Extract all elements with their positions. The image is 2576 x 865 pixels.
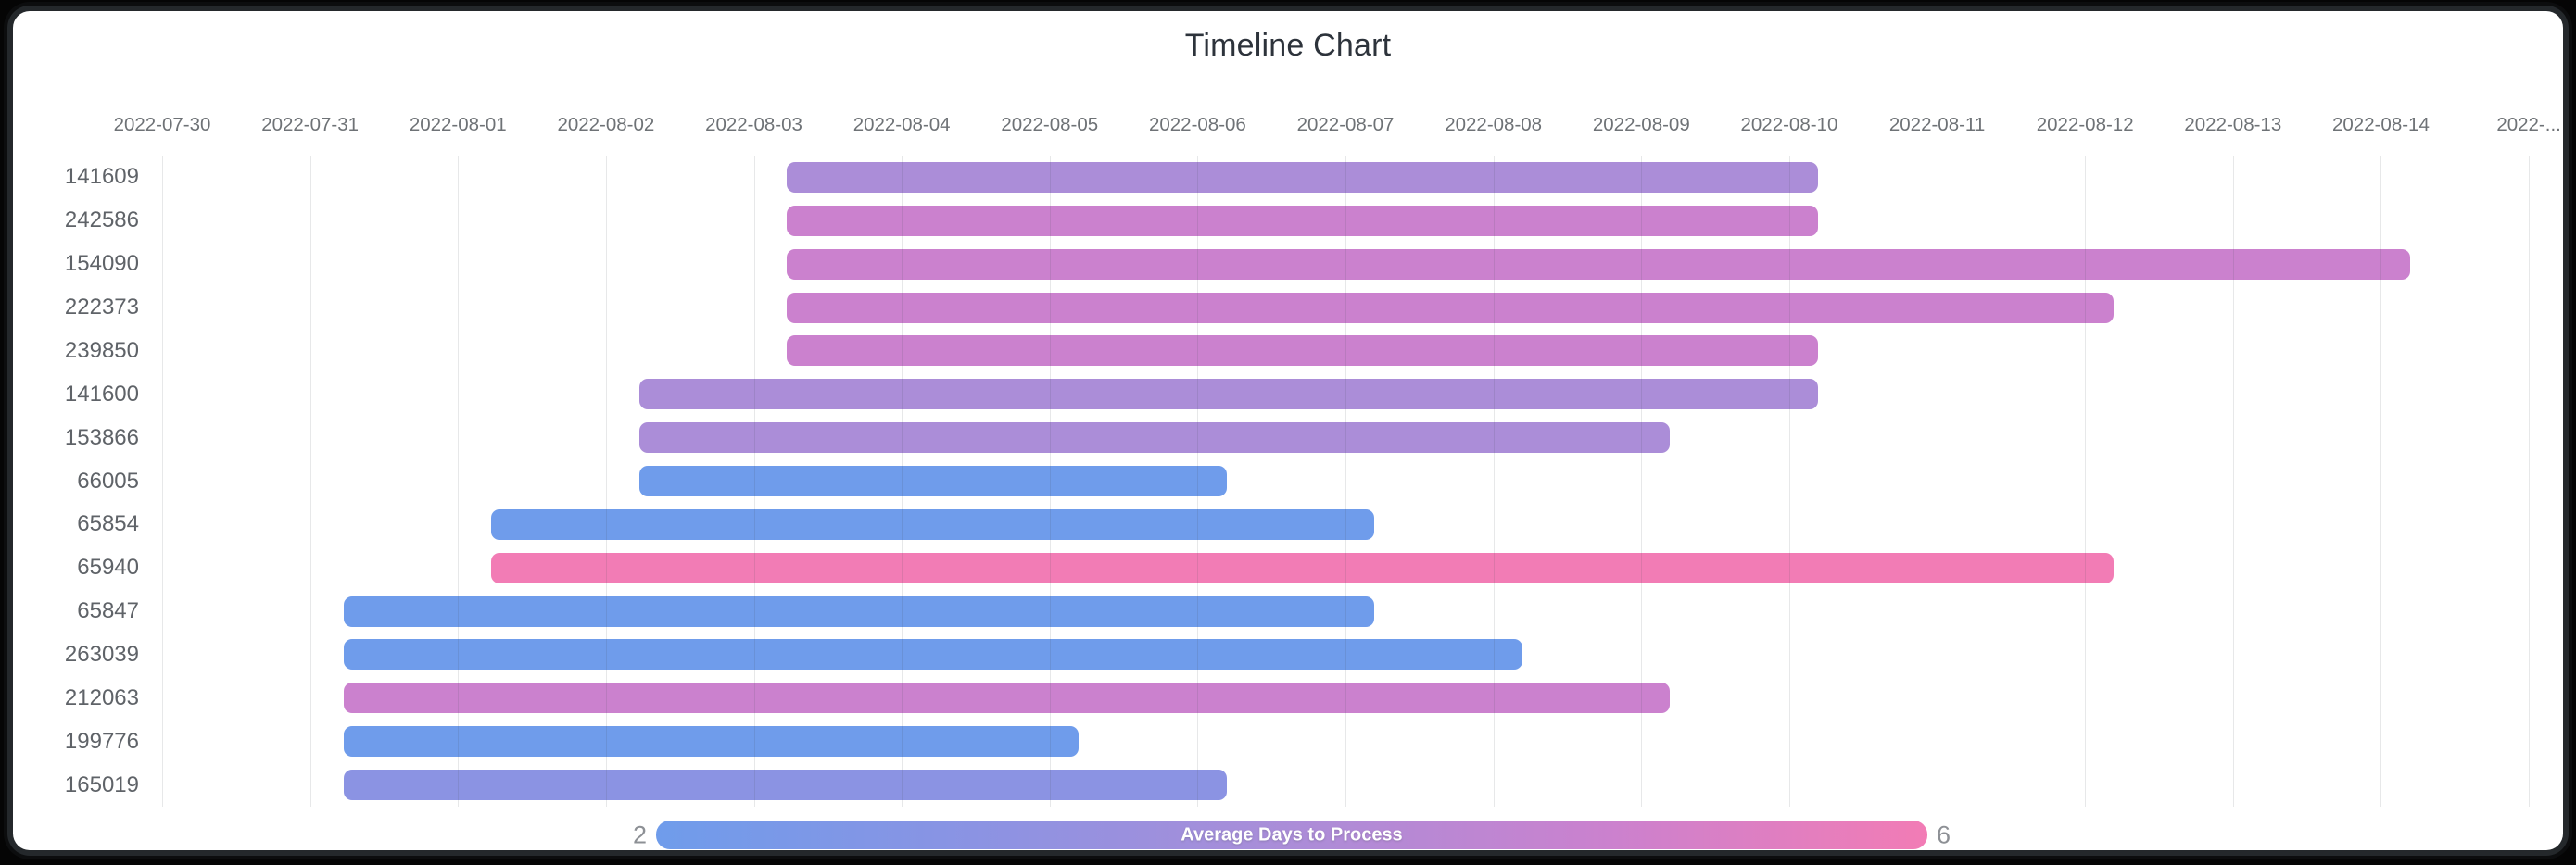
x-axis-tick-label: 2022-08-11 — [1888, 114, 1986, 135]
legend-gradient-bar[interactable]: Average Days to Process — [656, 821, 1927, 849]
timeline-bar[interactable] — [787, 248, 2410, 280]
timeline-bar[interactable] — [638, 379, 1819, 410]
timeline-bar[interactable] — [638, 466, 1227, 496]
y-axis-category-label: 141609 — [64, 164, 139, 190]
gridline — [2529, 156, 2531, 807]
timeline-bar[interactable] — [638, 422, 1671, 454]
gridline — [458, 156, 460, 807]
timeline-bar[interactable] — [491, 552, 2115, 583]
gridline — [1345, 156, 1347, 807]
x-axis-tick-label: 2022-08-09 — [1592, 114, 1690, 135]
y-axis-category-label: 199776 — [64, 728, 139, 754]
y-axis-category-label: 242586 — [64, 207, 139, 233]
timeline-bar[interactable] — [787, 161, 1819, 193]
gridline — [902, 156, 903, 807]
x-axis-tick-label: 2022-07-31 — [261, 114, 360, 135]
y-axis-category-label: 165019 — [64, 771, 139, 797]
gridline — [1788, 156, 1790, 807]
x-axis-tick-label: 2022-08-02 — [557, 114, 655, 135]
x-axis-tick-label: 2022-08-01 — [409, 114, 507, 135]
x-axis-tick-label: 2022-08-12 — [2036, 114, 2134, 135]
timeline-bar[interactable] — [787, 335, 1819, 367]
gridline — [753, 156, 755, 807]
x-axis-tick-label: 2022-08-06 — [1148, 114, 1246, 135]
legend-max-value: 6 — [1937, 821, 1951, 848]
timeline-bar[interactable] — [343, 639, 1522, 671]
timeline-bar[interactable] — [343, 770, 1227, 801]
y-axis-category-label: 141600 — [64, 381, 139, 407]
legend-min-value: 2 — [632, 821, 647, 848]
timeline-bar[interactable] — [787, 205, 1819, 236]
timeline-bar[interactable] — [343, 595, 1375, 627]
gridline — [1197, 156, 1199, 807]
y-axis-category-label: 66005 — [77, 468, 139, 494]
timeline-bar[interactable] — [343, 726, 1079, 758]
gridline — [309, 156, 311, 807]
y-axis-category-label: 222373 — [64, 295, 139, 320]
y-axis-line — [162, 156, 163, 807]
gridline — [605, 156, 607, 807]
x-axis-tick-label: 2022-08-07 — [1296, 114, 1395, 135]
timeline-bar[interactable] — [491, 508, 1375, 540]
x-axis-tick-label: 2022-08-13 — [2184, 114, 2282, 135]
timeline-bar[interactable] — [343, 683, 1671, 714]
x-axis-tick-label: 2022-... — [2496, 114, 2561, 135]
gridline — [2085, 156, 2087, 807]
y-axis-category-label: 212063 — [64, 684, 139, 710]
x-axis-tick-label: 2022-08-08 — [1445, 114, 1543, 135]
chart-title: Timeline Chart — [1184, 28, 1392, 63]
legend-label: Average Days to Process — [1181, 824, 1403, 845]
y-axis-category-label: 65847 — [77, 598, 139, 624]
x-axis-tick-label: 2022-08-10 — [1740, 114, 1838, 135]
gridline — [1049, 156, 1051, 807]
y-axis-category-label: 65940 — [77, 555, 139, 581]
gridline — [2380, 156, 2382, 807]
gridline — [1641, 156, 1643, 807]
timeline-bar[interactable] — [787, 292, 2115, 323]
x-axis-tick-label: 2022-08-14 — [2332, 114, 2430, 135]
y-axis-category-label: 153866 — [64, 424, 139, 450]
gridline — [1493, 156, 1495, 807]
y-axis-category-label: 65854 — [77, 511, 139, 537]
chart-card: Timeline Chart 2022-07-30 2022-07-31 2022-… — [13, 11, 2563, 850]
x-axis-tick-label: 2022-07-30 — [113, 114, 211, 135]
x-axis-tick-label: 2022-08-04 — [852, 114, 951, 135]
x-axis-tick-label: 2022-08-05 — [1001, 114, 1099, 135]
x-axis-tick-label: 2022-08-03 — [705, 114, 802, 135]
gridline — [2232, 156, 2234, 807]
y-axis-category-label: 239850 — [64, 337, 139, 363]
y-axis-category-label: 263039 — [64, 641, 139, 667]
y-axis-category-label: 154090 — [64, 251, 139, 277]
